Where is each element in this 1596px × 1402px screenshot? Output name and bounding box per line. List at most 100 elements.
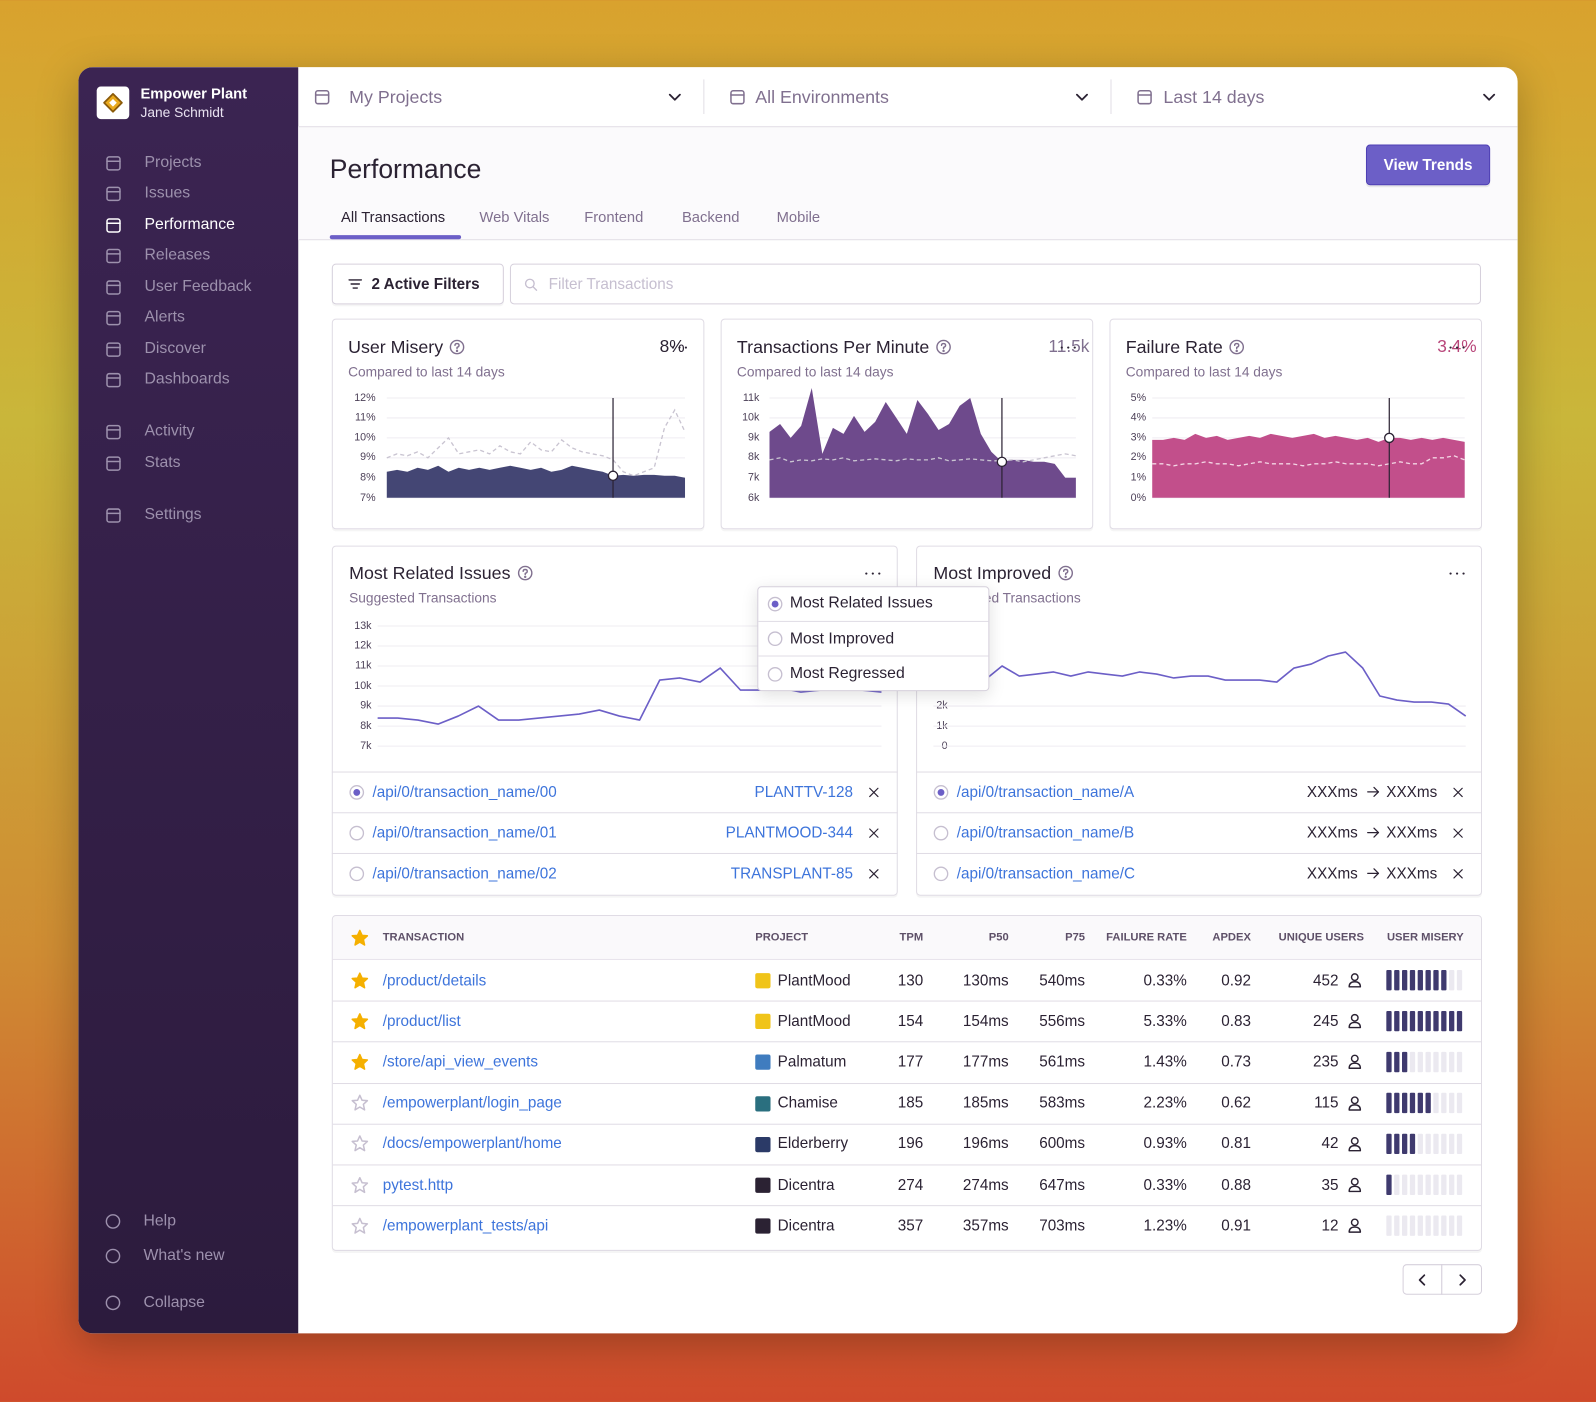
dropdown-option[interactable]: Most Related Issues [789, 594, 933, 612]
star[interactable] [350, 1135, 368, 1152]
radio[interactable] [933, 865, 948, 881]
more-button-shape [1060, 346, 1063, 349]
radio[interactable] [348, 784, 364, 800]
remove-button[interactable] [867, 785, 880, 798]
dropdown-option[interactable]: Most Regressed [789, 664, 905, 682]
radio[interactable] [767, 596, 782, 611]
user-icon-shape [1350, 1095, 1359, 1104]
pagination-prev[interactable] [1402, 1264, 1443, 1295]
project-icon [755, 1054, 771, 1071]
cell-users: 35 [1321, 1176, 1339, 1194]
radio[interactable] [933, 825, 948, 840]
nav-item[interactable]: Stats [144, 453, 181, 472]
cell-apdex: 0.92 [1221, 971, 1251, 989]
star[interactable] [350, 929, 368, 946]
remove-button[interactable] [867, 867, 880, 880]
tab[interactable]: Web Vitals [479, 209, 550, 226]
cell-apdex: 0.62 [1221, 1094, 1251, 1112]
cell-users: 12 [1321, 1217, 1339, 1235]
transaction-link[interactable]: /api/0/transaction_name/00 [372, 783, 557, 801]
nav-item[interactable]: Settings [144, 505, 202, 524]
nav-item[interactable]: Issues [144, 184, 191, 202]
footer-item[interactable]: What's new [143, 1246, 225, 1265]
radio[interactable] [348, 825, 364, 840]
nav-item[interactable]: Discover [144, 339, 206, 358]
more-button[interactable] [1448, 564, 1465, 581]
star[interactable] [350, 971, 368, 989]
transaction-link[interactable]: /empowerplant/login_page [382, 1094, 562, 1112]
tab[interactable]: Frontend [584, 209, 644, 226]
pagination-next[interactable] [1441, 1264, 1483, 1295]
radio[interactable] [348, 865, 364, 881]
nav-item[interactable]: Activity [144, 422, 195, 440]
star[interactable] [350, 1053, 368, 1070]
y-tick-label: 1% [1130, 471, 1147, 484]
nav-item[interactable]: Releases [144, 246, 211, 264]
issue-link[interactable]: PLANTTV-128 [754, 783, 853, 801]
footer-item[interactable]: Collapse [143, 1293, 205, 1312]
nav-item[interactable]: Alerts [144, 308, 185, 326]
project-icon [755, 1177, 771, 1193]
search-input[interactable] [509, 263, 1481, 305]
nav-item[interactable]: User Feedback [144, 277, 252, 296]
chevron [1075, 93, 1088, 101]
issue-link[interactable]: PLANTMOOD-344 [725, 823, 853, 842]
widget-value: 11.5k [1048, 336, 1090, 357]
transaction-link[interactable]: pytest.http [382, 1176, 454, 1194]
nav-item[interactable]: Performance [144, 215, 235, 234]
remove-button-shape [1452, 787, 1463, 797]
page-filter[interactable]: My Projects [349, 86, 443, 107]
nav-item[interactable]: Dashboards [144, 370, 230, 388]
more-button[interactable] [1448, 338, 1465, 355]
remove-button[interactable] [867, 826, 880, 839]
star[interactable] [350, 1012, 368, 1029]
nav-icon [105, 217, 121, 233]
page-filter[interactable]: All Environments [755, 86, 889, 107]
footer-item[interactable]: Help [143, 1212, 176, 1230]
nav-item[interactable]: Projects [144, 153, 202, 172]
issue-link[interactable]: TRANSPLANT-85 [730, 864, 853, 882]
nav-icon-shape [105, 279, 121, 295]
remove-button[interactable] [1451, 867, 1464, 880]
transaction-link[interactable]: /api/0/transaction_name/01 [372, 823, 557, 842]
transaction-link[interactable]: /docs/empowerplant/home [382, 1135, 562, 1153]
button-label[interactable]: View Trends [1383, 156, 1473, 174]
cell-tpm: 357 [897, 1217, 924, 1235]
dropdown-option[interactable]: Most Improved [789, 629, 895, 647]
radio[interactable] [933, 784, 948, 800]
button-label[interactable]: 2 Active Filters [371, 275, 480, 293]
transaction-link[interactable]: /api/0/transaction_name/B [956, 823, 1135, 842]
transaction-link[interactable]: /empowerplant_tests/api [382, 1217, 549, 1235]
transaction-link[interactable]: /product/list [382, 1012, 461, 1030]
page-filter[interactable]: Last 14 days [1163, 86, 1265, 107]
remove-button[interactable] [1451, 826, 1464, 839]
transaction-link[interactable]: /store/api_view_events [382, 1053, 539, 1071]
tab[interactable]: Backend [681, 209, 740, 226]
radio[interactable] [767, 631, 782, 647]
active-filters-button[interactable] [331, 263, 504, 305]
star[interactable] [350, 1176, 368, 1193]
tab[interactable]: All Transactions [340, 209, 446, 226]
star[interactable] [350, 1094, 368, 1111]
remove-button[interactable] [1451, 785, 1464, 798]
more-button[interactable] [1059, 338, 1076, 355]
cell-apdex: 0.73 [1221, 1053, 1251, 1071]
star[interactable] [350, 1217, 368, 1234]
widget-subtitle: Compared to last 14 days [1125, 363, 1283, 380]
page-header-bg [298, 126, 1518, 241]
transaction-link[interactable]: /api/0/transaction_name/02 [372, 864, 557, 882]
view-trends-button[interactable] [1365, 144, 1491, 186]
tab[interactable]: Mobile [776, 209, 821, 226]
transaction-link[interactable]: /product/details [382, 971, 487, 989]
more-button[interactable] [864, 564, 881, 581]
duration-before: XXXms [1306, 823, 1358, 842]
transaction-link[interactable]: /api/0/transaction_name/A [956, 783, 1135, 801]
more-button[interactable] [670, 338, 687, 355]
cell-users: 452 [1313, 971, 1339, 989]
y-tick-label: 8k [748, 451, 760, 464]
y-tick-label: 2k [936, 699, 948, 712]
nav-icon-shape [105, 507, 121, 523]
transaction-link[interactable]: /api/0/transaction_name/C [956, 864, 1136, 882]
help-icon-shape [1064, 575, 1067, 579]
radio[interactable] [767, 666, 782, 682]
